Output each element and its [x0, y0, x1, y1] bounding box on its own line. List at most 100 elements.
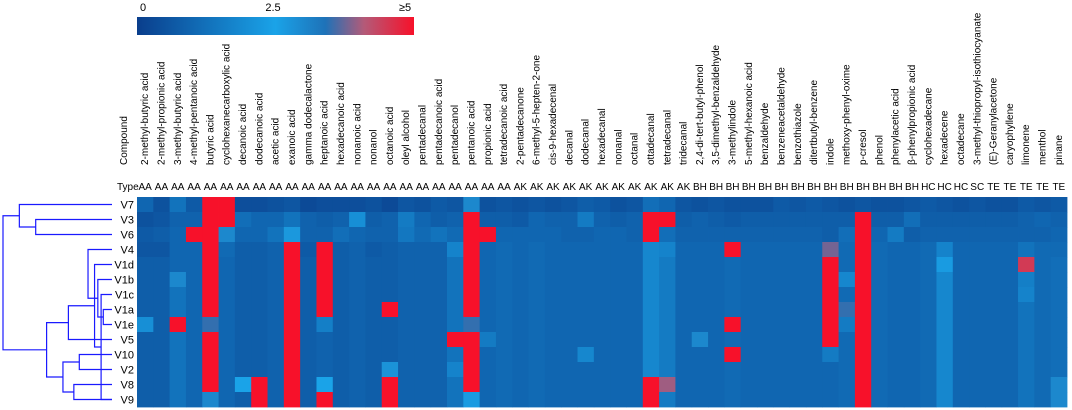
type-label: BH	[709, 182, 723, 193]
heatmap-cell	[708, 272, 725, 288]
heatmap-cell	[1001, 227, 1019, 243]
heatmap-cell	[610, 272, 627, 288]
heatmap-cell	[610, 347, 627, 363]
type-labels: AA AA AA AA AA AA AA AA AA AA AA AA AA AA AA AA AA AA AA AA…	[138, 182, 1065, 193]
row-label: V1b	[114, 275, 134, 287]
type-label: BH	[807, 182, 821, 193]
heatmap-cell	[952, 287, 970, 303]
heatmap-cell	[936, 302, 954, 318]
heatmap-cell	[185, 362, 203, 378]
heatmap-cell	[495, 242, 513, 258]
heatmap-cell	[757, 362, 774, 378]
type-label: AA	[351, 182, 365, 193]
heatmap-cell	[495, 362, 513, 378]
heatmap-cell	[871, 377, 888, 393]
heatmap-cell	[920, 332, 937, 348]
heatmap-cell	[447, 347, 464, 363]
heatmap-cell	[495, 377, 513, 393]
heatmap-cell	[528, 302, 546, 318]
heatmap-cell	[610, 242, 627, 258]
heatmap-cell	[969, 362, 986, 378]
heatmap-cell	[137, 347, 154, 363]
heatmap-cell	[854, 347, 872, 363]
heatmap-cell	[300, 302, 317, 318]
dendrogram	[2, 203, 112, 401]
type-label: BH	[775, 182, 789, 193]
heatmap-cell	[757, 317, 774, 333]
heatmap-cell	[1018, 272, 1035, 288]
type-label: AK	[514, 182, 528, 193]
heatmap-cell	[479, 227, 497, 243]
heatmap-cell	[528, 392, 546, 408]
heatmap-cell	[202, 332, 219, 348]
heatmap-cell	[903, 332, 921, 348]
heatmap-cell	[381, 197, 399, 213]
heatmap-cell	[153, 347, 171, 363]
heatmap-cell	[642, 227, 660, 243]
heatmap-cell	[283, 197, 301, 213]
type-label: BH	[791, 182, 805, 193]
heatmap-cell	[773, 332, 791, 348]
heatmap-cell	[903, 392, 921, 408]
heatmap-cell	[365, 242, 383, 258]
heatmap-cell	[838, 242, 856, 258]
heatmap-cell	[593, 392, 611, 408]
heatmap-cell	[659, 302, 676, 318]
heatmap-cell	[332, 242, 350, 258]
heatmap-cell	[936, 332, 954, 348]
heatmap-cell	[251, 392, 268, 408]
heatmap-cell	[903, 242, 921, 258]
heatmap-cell	[234, 227, 252, 243]
heatmap-cell	[773, 272, 791, 288]
heatmap-cell	[251, 212, 268, 228]
heatmap-cell	[153, 197, 171, 213]
heatmap-cell	[838, 392, 856, 408]
heatmap-cell	[626, 227, 644, 243]
heatmap-cell	[740, 377, 758, 393]
heatmap-cell	[805, 287, 823, 303]
heatmap-cell	[936, 347, 954, 363]
heatmap-cell	[887, 377, 905, 393]
heatmap-cell	[251, 347, 268, 363]
heatmap-cell	[838, 272, 856, 288]
column-label: ditertbutyl-benzene	[809, 80, 820, 165]
heatmap-cell	[218, 212, 236, 228]
heatmap-cell	[773, 227, 791, 243]
heatmap-cell	[316, 317, 334, 333]
heatmap-cell	[414, 392, 432, 408]
heatmap-cell	[137, 197, 154, 213]
heatmap-cell	[316, 347, 334, 363]
heatmap-cell	[332, 257, 350, 273]
heatmap-cell	[626, 377, 644, 393]
column-label: 3-methylindole	[728, 100, 739, 165]
heatmap-cell	[137, 242, 154, 258]
type-label: AK	[677, 182, 691, 193]
heatmap-cell	[969, 377, 986, 393]
heatmap-cell	[691, 242, 709, 258]
heatmap-cell	[969, 272, 986, 288]
heatmap-cell	[593, 272, 611, 288]
type-label: HC	[937, 182, 951, 193]
heatmap-cell	[300, 272, 317, 288]
heatmap-cell	[887, 212, 905, 228]
heatmap-cell	[642, 392, 660, 408]
heatmap-cell	[757, 257, 774, 273]
heatmap-cell	[218, 227, 236, 243]
heatmap-cell	[642, 377, 660, 393]
heatmap-cell	[822, 362, 839, 378]
heatmap-cell	[642, 302, 660, 318]
heatmap-cell	[626, 392, 644, 408]
heatmap-cell	[985, 302, 1003, 318]
heatmap-cell	[561, 377, 578, 393]
heatmap-cell	[447, 227, 464, 243]
heatmap-cell	[952, 392, 970, 408]
heatmap-cell	[381, 332, 399, 348]
type-label: AK	[530, 182, 544, 193]
heatmap-cell	[512, 242, 529, 258]
heatmap-cell	[642, 347, 660, 363]
column-label: 6-methyl-5-hepten-2-one	[532, 55, 543, 165]
heatmap-cell	[1001, 212, 1019, 228]
heatmap-cell	[169, 272, 187, 288]
heatmap-cell	[365, 197, 383, 213]
heatmap-cell	[1050, 197, 1068, 213]
